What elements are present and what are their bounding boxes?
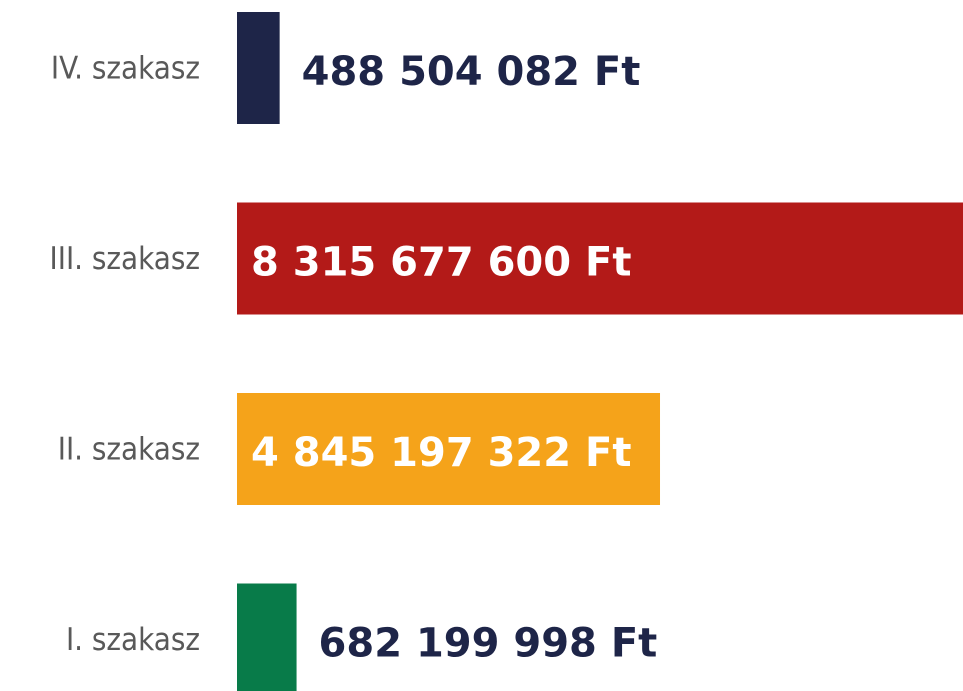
value-label: 4 845 197 322 Ft (251, 430, 631, 476)
bar (237, 12, 280, 124)
value-label: 8 315 677 600 Ft (251, 240, 631, 286)
category-label: I. szakasz (66, 622, 200, 658)
category-label: II. szakasz (58, 432, 200, 468)
bar (237, 583, 297, 691)
value-label: 488 504 082 Ft (302, 49, 641, 95)
bar (237, 202, 963, 315)
category-label: IV. szakasz (51, 51, 200, 87)
category-label: III. szakasz (50, 241, 201, 277)
bar (237, 393, 661, 505)
value-label: 682 199 998 Ft (319, 621, 658, 667)
